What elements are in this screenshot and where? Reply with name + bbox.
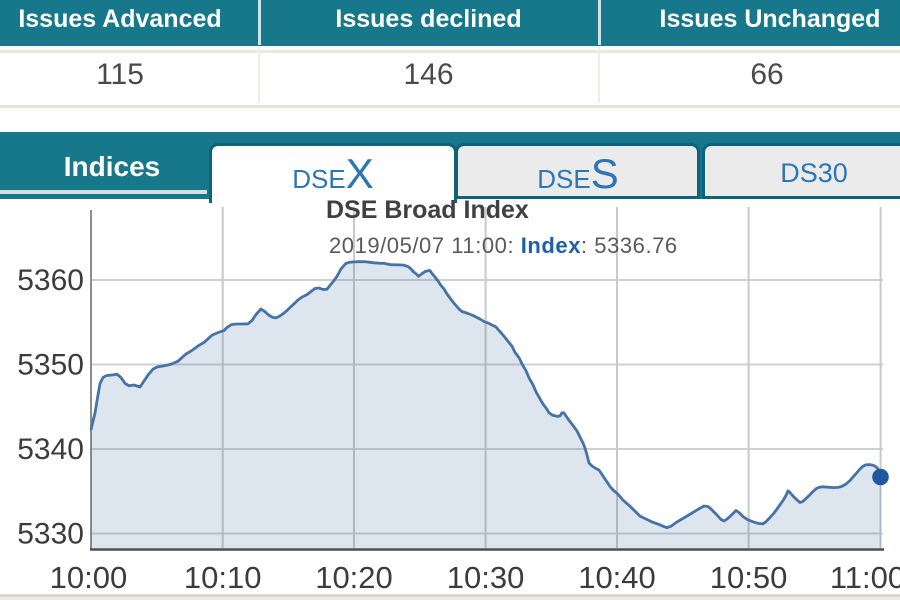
- svg-text:10:40: 10:40: [578, 560, 656, 595]
- svg-text:10:30: 10:30: [447, 560, 525, 595]
- svg-text:5340: 5340: [17, 433, 84, 466]
- svg-text:10:50: 10:50: [710, 560, 788, 595]
- svg-text:5330: 5330: [17, 518, 84, 551]
- svg-text:10:10: 10:10: [184, 560, 262, 595]
- svg-text:5360: 5360: [17, 264, 84, 297]
- svg-text:11:00: 11:00: [830, 560, 900, 595]
- svg-text:5350: 5350: [17, 349, 84, 382]
- svg-text:10:20: 10:20: [315, 560, 393, 595]
- svg-text:10:00: 10:00: [50, 560, 128, 595]
